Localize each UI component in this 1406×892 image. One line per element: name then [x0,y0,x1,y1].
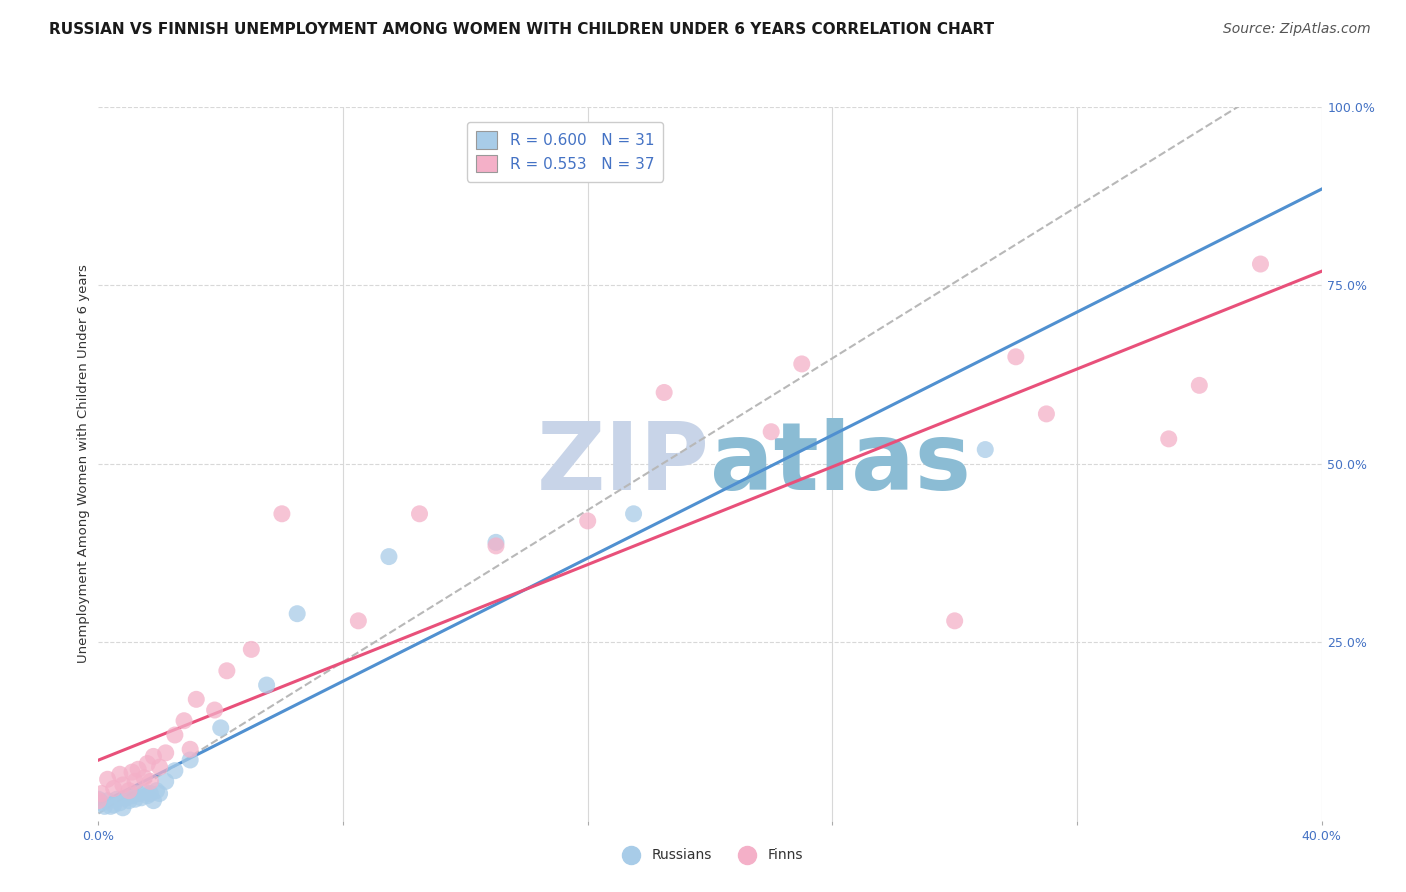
Point [155,746,177,760]
Point [145,783,167,797]
Point [155,774,177,789]
Y-axis label: Unemployment Among Women with Children Under 6 years: Unemployment Among Women with Children U… [77,264,90,664]
Point [790,357,813,371]
Text: atlas: atlas [710,417,972,510]
Point [179,753,201,767]
Point [136,789,159,803]
Point [378,549,401,564]
Point [93,799,115,814]
Point [347,614,370,628]
Point [87,794,110,808]
Point [121,765,143,780]
Point [108,767,131,781]
Point [163,764,186,778]
Point [103,797,125,812]
Point [111,801,134,815]
Point [408,507,430,521]
Point [111,778,134,792]
Point [1035,407,1057,421]
Point [129,790,152,805]
Point [97,794,120,808]
Point [142,794,165,808]
Point [1157,432,1180,446]
Point [118,794,141,808]
Point [134,785,156,799]
Point [90,787,112,801]
Point [240,642,263,657]
Point [179,742,201,756]
Point [974,442,997,457]
Point [576,514,599,528]
Point [105,792,128,806]
Point [215,664,238,678]
Point [204,703,226,717]
Legend: Russians, Finns: Russians, Finns [612,842,808,867]
Point [1249,257,1271,271]
Point [100,799,122,814]
Point [759,425,782,439]
Point [87,792,110,806]
Point [124,774,146,789]
Point [142,749,165,764]
Point [97,772,120,787]
Point [163,728,186,742]
Point [118,783,141,797]
Point [623,507,645,521]
Point [136,756,159,771]
Point [127,787,149,801]
Point [209,721,232,735]
Text: ZIP: ZIP [537,417,710,510]
Point [943,614,966,628]
Point [652,385,675,400]
Point [139,774,162,789]
Point [149,760,172,774]
Point [173,714,195,728]
Point [1004,350,1026,364]
Point [270,507,292,521]
Point [124,792,146,806]
Point [121,789,143,803]
Text: Source: ZipAtlas.com: Source: ZipAtlas.com [1223,22,1371,37]
Text: RUSSIAN VS FINNISH UNEMPLOYMENT AMONG WOMEN WITH CHILDREN UNDER 6 YEARS CORRELAT: RUSSIAN VS FINNISH UNEMPLOYMENT AMONG WO… [49,22,994,37]
Point [103,781,125,796]
Point [134,771,156,785]
Point [485,539,508,553]
Point [186,692,208,706]
Point [115,790,138,805]
Point [90,796,112,810]
Point [139,787,162,801]
Point [149,787,172,801]
Point [1188,378,1211,392]
Point [485,535,508,549]
Point [108,796,131,810]
Point [285,607,308,621]
Point [127,762,149,776]
Point [256,678,278,692]
